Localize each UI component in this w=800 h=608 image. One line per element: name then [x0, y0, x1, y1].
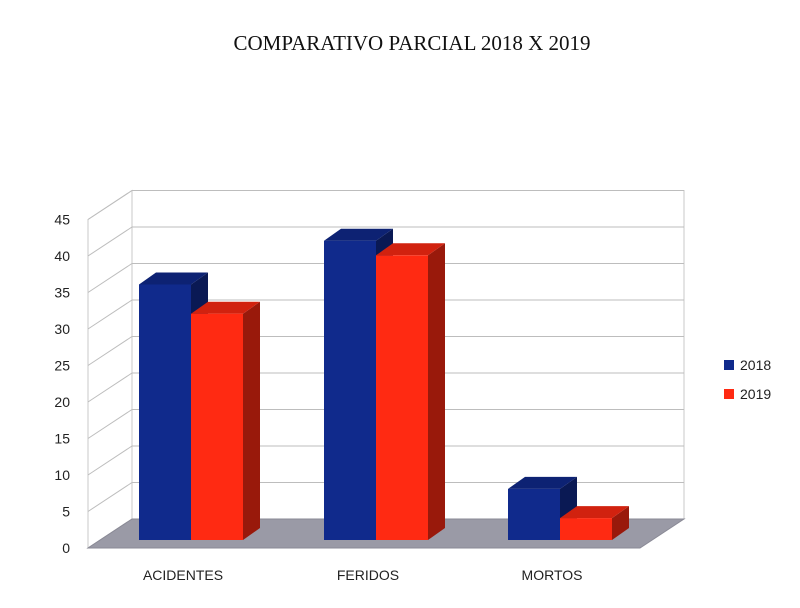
y-tick-label: 15 [54, 431, 70, 447]
side-wall [87, 189, 133, 549]
bars [139, 228, 629, 541]
legend-item-2018: 2018 [724, 357, 771, 373]
y-tick-label: 30 [54, 321, 70, 337]
legend-swatch [724, 360, 734, 370]
x-tick-label: MORTOS [522, 567, 583, 583]
bar-mortos-2019 [560, 506, 629, 540]
y-tick-label: 5 [62, 504, 70, 520]
bar-front [560, 518, 612, 540]
chart-title: COMPARATIVO PARCIAL 2018 X 2019 [233, 31, 590, 55]
gridline [87, 482, 684, 512]
gridline [87, 372, 684, 403]
x-tick-label: FERIDOS [337, 567, 399, 583]
y-tick-label: 0 [62, 540, 70, 556]
bar-side [243, 301, 260, 540]
gridline [87, 226, 684, 257]
y-tick-label: 10 [54, 467, 70, 483]
legend-label: 2018 [740, 357, 771, 373]
gridline [87, 190, 684, 220]
bar-top [191, 301, 260, 314]
bar-top [560, 506, 629, 519]
bar-front [508, 488, 560, 540]
gridline [87, 409, 684, 439]
gridlines [87, 190, 684, 512]
gridline [87, 445, 684, 476]
bar-top [508, 476, 577, 489]
y-tick-label: 35 [54, 285, 70, 301]
bar-front [376, 255, 428, 541]
legend: 2018 2019 [724, 357, 771, 402]
y-tick-label: 40 [54, 248, 70, 264]
x-axis: ACIDENTES FERIDOS MORTOS [143, 567, 583, 583]
y-tick-label: 25 [54, 358, 70, 374]
bar-front [139, 284, 191, 540]
bar-side [612, 506, 629, 540]
bar-front [324, 240, 376, 540]
gridline [87, 336, 684, 366]
bar-top [324, 228, 393, 241]
bar-top [376, 243, 445, 256]
bar-feridos-2019 [376, 243, 445, 541]
y-axis: 0 5 10 15 20 25 30 35 40 45 [54, 212, 70, 557]
y-tick-label: 20 [54, 394, 70, 410]
legend-swatch [724, 389, 734, 399]
legend-label: 2019 [740, 386, 771, 402]
bar-side [428, 243, 445, 541]
bar-front [191, 313, 243, 540]
x-tick-label: ACIDENTES [143, 567, 223, 583]
y-tick-label: 45 [54, 212, 70, 228]
gridline [87, 263, 684, 293]
bar-top [139, 272, 208, 285]
gridline [87, 299, 684, 330]
bar-acidentes-2019 [191, 301, 260, 540]
legend-item-2019: 2019 [724, 386, 771, 402]
